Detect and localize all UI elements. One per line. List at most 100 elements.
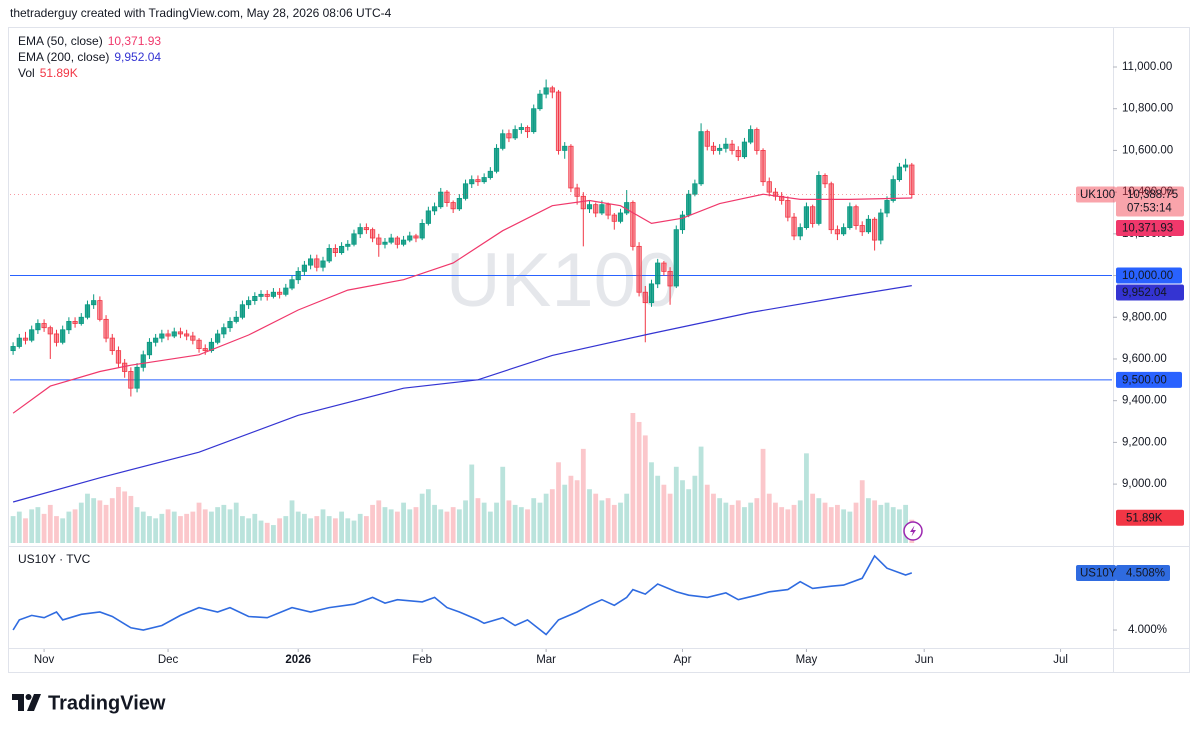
volume-badge: 51.89K (1126, 512, 1163, 524)
volume-bar (425, 489, 431, 543)
price-badge: 10,388.75 (1127, 189, 1178, 201)
yield-symbol-badge-bg (1076, 564, 1116, 581)
symbol-watermark: UK100 (446, 238, 678, 323)
volume-bar (884, 502, 890, 543)
volume-bar (463, 500, 468, 543)
volume-bar (698, 446, 704, 543)
candle-body (729, 143, 735, 151)
volume-bar (624, 493, 630, 543)
volume-bar (890, 507, 896, 543)
legend-entry: Vol 51.89K (18, 66, 78, 80)
volume-bar (277, 518, 283, 543)
candle-body (878, 212, 884, 241)
hline-badge: 10,000.00 (1122, 270, 1173, 282)
volume-bar (611, 504, 617, 543)
candle-body (605, 204, 611, 216)
volume-bar (91, 498, 97, 543)
candle-body (760, 150, 766, 183)
volume-bar (711, 493, 716, 543)
volume-bar (78, 502, 84, 543)
volume-badge-bg (1116, 509, 1184, 526)
volume-bar (735, 500, 741, 543)
volume-bar (475, 498, 481, 543)
volume-bar (556, 462, 561, 543)
volume-bar (686, 489, 692, 543)
candle-body (661, 262, 667, 272)
x-tick-label: Feb (412, 654, 432, 666)
volume-bar (283, 516, 289, 543)
volume-bar (438, 509, 444, 543)
candle-body (568, 145, 574, 189)
volume-bar (655, 475, 661, 543)
volume-bar (661, 484, 667, 543)
volume-bar (549, 489, 555, 543)
volume-bar (376, 500, 382, 543)
y-tick-label: 10,800.00 (1122, 103, 1173, 115)
candle-body (115, 350, 122, 364)
candle-body (841, 227, 847, 235)
candle-body (400, 239, 407, 245)
volume-bar (351, 520, 357, 543)
candle-body (450, 202, 456, 210)
volume-bar (401, 502, 406, 543)
volume-bar (246, 518, 252, 543)
x-tick-label: Dec (158, 654, 179, 666)
yield-badge: 4.508% (1126, 567, 1165, 579)
y-tick-label: 9,600.00 (1122, 353, 1167, 365)
candle-body (171, 331, 177, 337)
tradingview-logo-icon (12, 694, 41, 711)
candle-body (431, 206, 438, 212)
volume-bar (116, 486, 121, 543)
candle-body (78, 316, 84, 324)
volume-bar (178, 516, 183, 543)
volume-bar (878, 504, 884, 543)
volume-bar (481, 502, 487, 543)
candle-body (357, 227, 363, 235)
candle-body (810, 206, 816, 224)
volume-bar (302, 513, 307, 543)
volume-bar (85, 493, 90, 543)
volume-bar (667, 493, 673, 543)
volume-bar (531, 498, 537, 543)
volume-bar (580, 448, 586, 543)
candle-body (146, 341, 153, 356)
candle-body (574, 187, 580, 197)
candle-body (215, 333, 221, 343)
candle-body (828, 183, 834, 231)
candle-body (493, 147, 500, 172)
volume-bar (221, 504, 227, 543)
candle-body (617, 212, 624, 222)
candle-body (109, 337, 115, 352)
chart-layer: UK100 EMA (50, close) 10,371.93 EMA (200, c… (10, 34, 1184, 666)
volume-bar (723, 502, 729, 543)
lightning-icon (903, 521, 923, 541)
volume-bar (444, 511, 450, 543)
legend-value: 51.89K (40, 66, 78, 80)
candle-body (679, 214, 686, 231)
candle-body (301, 264, 308, 272)
volume-bar (729, 504, 735, 543)
volume-bar (618, 502, 623, 543)
volume-bar (184, 513, 190, 543)
candle-body (531, 108, 537, 133)
candle-body (221, 327, 227, 335)
candle-body (506, 133, 512, 139)
volume-bar (897, 509, 902, 543)
candle-body (512, 129, 518, 139)
candle-body (103, 318, 109, 339)
y-tick-label: 4.000% (1128, 624, 1167, 636)
ema-line (12, 193, 912, 414)
y-tick-label: 10,600.00 (1122, 144, 1173, 156)
volume-bar (252, 513, 258, 543)
candle-body (239, 304, 246, 318)
volume-bar (828, 507, 834, 543)
candle-body (382, 241, 388, 245)
volume-bar (537, 502, 543, 543)
volume-bar (196, 502, 202, 543)
candle-body (903, 164, 909, 168)
volume-bar (797, 500, 803, 543)
candle-body (363, 227, 369, 231)
candle-body (128, 371, 134, 389)
volume-bar (500, 466, 506, 543)
